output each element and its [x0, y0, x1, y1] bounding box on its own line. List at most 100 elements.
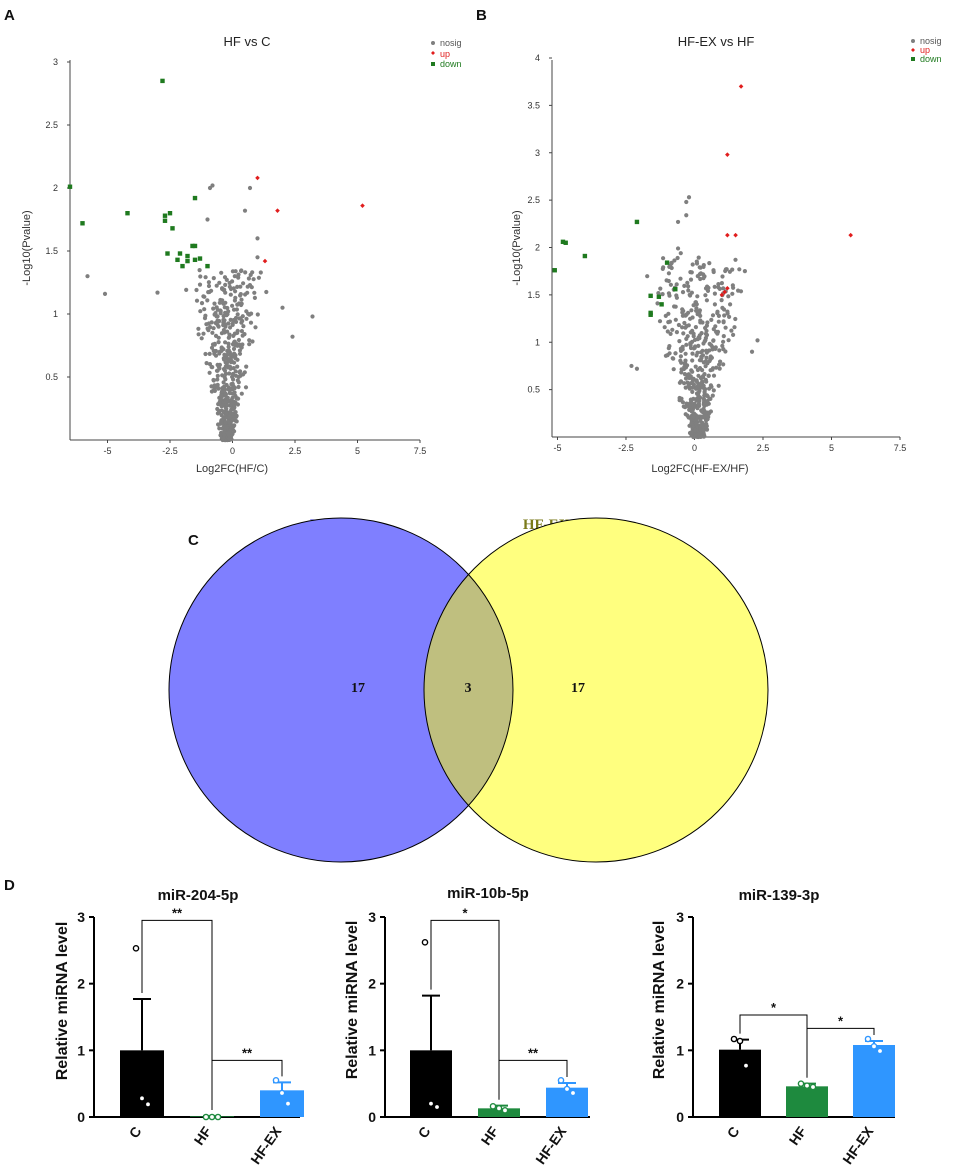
data-point — [284, 1100, 292, 1107]
bar-chart-ylabel: Relative miRNA level — [344, 921, 361, 1080]
nosig-point — [695, 367, 701, 373]
nosig-point — [716, 319, 721, 324]
nosig-point — [232, 274, 237, 279]
nosig-point — [689, 430, 694, 435]
nosig-point — [234, 413, 239, 418]
nosig-point — [711, 327, 716, 332]
nosig-point — [730, 291, 735, 296]
nosig-point — [719, 298, 724, 303]
nosig-point — [708, 368, 713, 373]
y-tick-label: 1.5 — [45, 246, 58, 256]
nosig-point — [219, 397, 224, 402]
nosig-point — [704, 424, 709, 429]
nosig-point — [675, 255, 680, 261]
nosig-point — [685, 380, 690, 385]
y-tick-label: 2.5 — [45, 120, 58, 130]
data-point — [132, 945, 140, 952]
x-tick-label: 7.5 — [414, 446, 427, 456]
nosig-point — [247, 283, 253, 288]
nosig-point — [210, 330, 215, 335]
volcano-a-legend: nosig up down — [431, 38, 462, 69]
nosig-point — [692, 337, 698, 342]
nosig-point — [728, 302, 733, 307]
nosig-point — [233, 356, 238, 361]
nosig-point — [227, 391, 232, 396]
nosig-point — [704, 379, 709, 384]
up-point — [733, 232, 738, 238]
nosig-point — [244, 309, 249, 314]
nosig-point — [224, 411, 229, 416]
nosig-point — [656, 291, 661, 296]
y-tick-label: 1 — [676, 1042, 684, 1058]
nosig-point — [242, 332, 247, 337]
nosig-point — [194, 298, 200, 303]
nosig-point — [686, 288, 691, 293]
venn-right-only-count: 17 — [571, 681, 585, 696]
nosig-point — [689, 368, 694, 373]
nosig-point — [693, 364, 698, 369]
nosig-point — [704, 418, 709, 423]
nosig-point — [194, 287, 199, 293]
y-tick-label: 0 — [77, 1109, 85, 1125]
down-point — [162, 213, 168, 218]
nosig-point — [233, 343, 238, 348]
nosig-point — [226, 359, 231, 364]
nosig-point — [712, 291, 718, 296]
data-point — [489, 1103, 497, 1110]
nosig-point — [673, 304, 678, 309]
nosig-point — [694, 378, 699, 383]
nosig-point — [694, 261, 700, 266]
down-point — [167, 211, 173, 216]
legend-up-marker — [431, 51, 435, 55]
down-point — [648, 312, 653, 317]
legend-up-label: up — [920, 45, 930, 55]
nosig-point — [727, 314, 732, 319]
nosig-point — [690, 351, 695, 356]
nosig-point — [232, 351, 237, 356]
nosig-point — [683, 376, 689, 381]
category-label: HF-EX — [839, 1123, 877, 1167]
category-label: C — [724, 1124, 743, 1141]
legend-nosig-marker — [431, 41, 435, 45]
nosig-point — [729, 328, 734, 333]
nosig-point — [721, 307, 727, 312]
data-point — [797, 1080, 805, 1087]
down-point — [634, 219, 640, 225]
nosig-point — [228, 325, 233, 330]
nosig-point — [668, 282, 674, 287]
nosig-point — [683, 325, 688, 330]
x-tick-label: -2.5 — [162, 446, 178, 456]
y-tick-label: 1 — [368, 1042, 376, 1058]
nosig-point — [683, 405, 688, 410]
data-point — [864, 1035, 872, 1043]
nosig-point — [230, 381, 235, 386]
nosig-point — [661, 256, 666, 261]
nosig-point — [695, 294, 700, 299]
nosig-point — [698, 276, 703, 282]
nosig-point — [678, 276, 683, 281]
data-point — [870, 1043, 878, 1050]
nosig-point — [212, 301, 217, 306]
nosig-point — [223, 300, 228, 305]
nosig-point — [668, 331, 673, 336]
nosig-point — [701, 428, 706, 433]
volcano-b-title: HF-EX vs HF — [678, 34, 755, 49]
nosig-point — [709, 343, 714, 348]
nosig-point — [236, 272, 241, 277]
nosig-point — [682, 283, 687, 288]
nosig-point — [207, 351, 212, 356]
legend-nosig-label: nosig — [440, 38, 462, 48]
nosig-point — [684, 342, 689, 347]
y-tick-label: 0 — [676, 1109, 684, 1125]
nosig-point — [219, 270, 224, 275]
up-point — [848, 232, 853, 238]
nosig-point — [236, 384, 241, 390]
nosig-point — [678, 354, 684, 359]
nosig-point — [217, 300, 222, 305]
nosig-point — [211, 326, 216, 331]
nosig-point — [674, 330, 680, 335]
nosig-point — [711, 373, 717, 378]
nosig-point — [224, 424, 229, 429]
venn-diagram: HF vs C HF-EX vs HF 17 3 17 — [168, 517, 769, 863]
nosig-point — [235, 312, 240, 317]
